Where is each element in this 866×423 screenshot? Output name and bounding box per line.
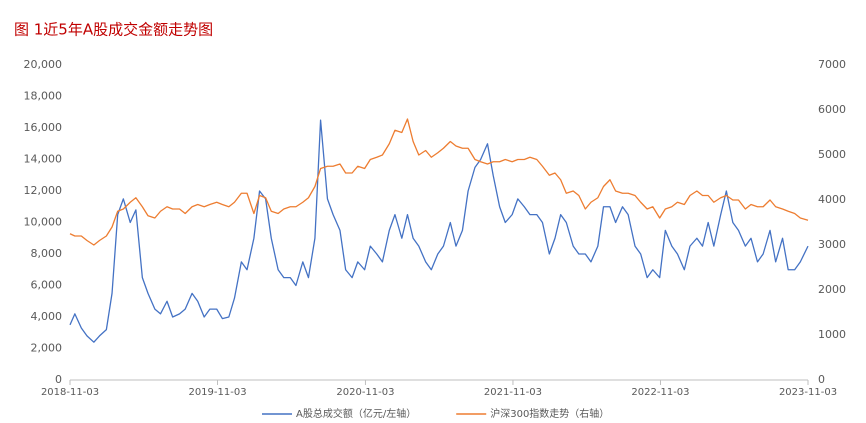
y-tick-label: 2,000: [31, 342, 63, 355]
y-tick-label: 18,000: [24, 90, 63, 103]
x-tick-label: 2019-11-03: [188, 387, 246, 398]
legend-label: A股总成交额（亿元/左轴）: [296, 407, 416, 420]
x-tick-label: 2022-11-03: [631, 387, 689, 398]
x-tick-label: 2023-11-03: [779, 387, 837, 398]
y-tick-label: 4,000: [31, 310, 63, 323]
y-tick-label: 0: [55, 373, 62, 386]
x-tick-label: 2020-11-03: [336, 387, 394, 398]
x-tick-label: 2021-11-03: [484, 387, 542, 398]
y2-tick-label: 0: [818, 373, 825, 386]
chart-title: 图 1近5年A股成交金额走势图: [14, 21, 213, 39]
y2-tick-label: 7000: [818, 58, 846, 71]
y2-tick-label: 3000: [818, 238, 846, 251]
y-tick-label: 10,000: [24, 216, 63, 229]
y2-tick-label: 2000: [818, 283, 846, 296]
y-tick-label: 8,000: [31, 247, 63, 260]
y-tick-label: 16,000: [24, 121, 63, 134]
y-tick-label: 14,000: [24, 153, 63, 166]
y-tick-label: 6,000: [31, 279, 63, 292]
series-line: [69, 119, 809, 343]
y-tick-label: 20,000: [24, 58, 63, 71]
y2-tick-label: 5000: [818, 148, 846, 161]
y2-tick-label: 6000: [818, 103, 846, 116]
series-line: [69, 118, 809, 246]
y2-tick-label: 1000: [818, 328, 846, 341]
y-tick-label: 12,000: [24, 184, 63, 197]
y2-tick-label: 4000: [818, 193, 846, 206]
legend-label: 沪深300指数走势（右轴）: [490, 407, 609, 420]
x-tick-label: 2018-11-03: [41, 387, 99, 398]
